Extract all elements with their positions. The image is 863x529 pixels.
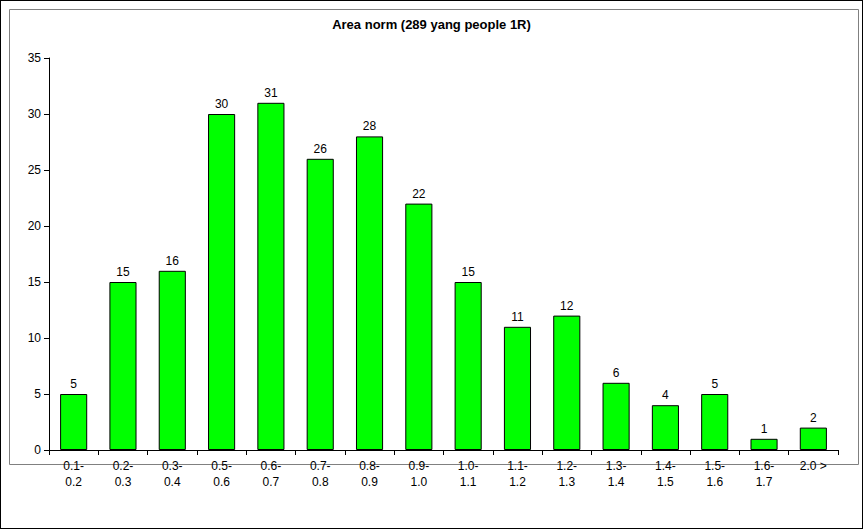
svg-text:1.3-: 1.3- xyxy=(606,459,627,473)
svg-text:6: 6 xyxy=(613,366,620,380)
svg-text:22: 22 xyxy=(412,187,426,201)
svg-text:0.4: 0.4 xyxy=(164,475,181,489)
svg-text:1.6: 1.6 xyxy=(706,475,723,489)
svg-text:0.5-: 0.5- xyxy=(211,459,232,473)
svg-text:20: 20 xyxy=(28,219,42,233)
svg-text:1: 1 xyxy=(761,422,768,436)
svg-text:1.5-: 1.5- xyxy=(704,459,725,473)
svg-text:2.0 >: 2.0 > xyxy=(800,459,827,473)
svg-text:0.7: 0.7 xyxy=(263,475,280,489)
svg-text:0.8-: 0.8- xyxy=(359,459,380,473)
svg-text:1.1-: 1.1- xyxy=(507,459,528,473)
svg-text:30: 30 xyxy=(28,107,42,121)
svg-text:12: 12 xyxy=(560,299,574,313)
svg-text:1.4-: 1.4- xyxy=(655,459,676,473)
svg-text:0.3: 0.3 xyxy=(115,475,132,489)
svg-text:0.6: 0.6 xyxy=(213,475,230,489)
svg-text:5: 5 xyxy=(711,377,718,391)
svg-text:4: 4 xyxy=(662,388,669,402)
svg-text:10: 10 xyxy=(28,331,42,345)
svg-text:15: 15 xyxy=(461,265,475,279)
svg-text:1.7: 1.7 xyxy=(756,475,773,489)
svg-text:0.1-: 0.1- xyxy=(63,459,84,473)
svg-text:0.9: 0.9 xyxy=(361,475,378,489)
svg-text:1.1: 1.1 xyxy=(460,475,477,489)
svg-text:0.2-: 0.2- xyxy=(113,459,134,473)
svg-text:0.7-: 0.7- xyxy=(310,459,331,473)
svg-text:1.5: 1.5 xyxy=(657,475,674,489)
svg-text:1.2: 1.2 xyxy=(509,475,526,489)
svg-text:1.4: 1.4 xyxy=(608,475,625,489)
svg-text:Area norm (289 yang people 1R): Area norm (289 yang people 1R) xyxy=(332,17,531,32)
svg-text:5: 5 xyxy=(34,387,41,401)
svg-text:1.2-: 1.2- xyxy=(556,459,577,473)
svg-text:30: 30 xyxy=(215,97,229,111)
svg-text:35: 35 xyxy=(28,51,42,65)
svg-text:5: 5 xyxy=(70,377,77,391)
svg-text:1.0: 1.0 xyxy=(411,475,428,489)
svg-text:0.6-: 0.6- xyxy=(261,459,282,473)
svg-text:1.3: 1.3 xyxy=(558,475,575,489)
svg-text:1.6-: 1.6- xyxy=(754,459,775,473)
svg-text:0: 0 xyxy=(34,443,41,457)
svg-text:0.2: 0.2 xyxy=(65,475,82,489)
svg-text:31: 31 xyxy=(264,86,278,100)
svg-text:0.3-: 0.3- xyxy=(162,459,183,473)
svg-text:26: 26 xyxy=(314,142,328,156)
svg-text:0.8: 0.8 xyxy=(312,475,329,489)
svg-text:1.0-: 1.0- xyxy=(458,459,479,473)
svg-text:28: 28 xyxy=(363,119,377,133)
svg-text:0.9-: 0.9- xyxy=(409,459,430,473)
svg-text:2: 2 xyxy=(810,411,817,425)
svg-text:25: 25 xyxy=(28,163,42,177)
svg-text:16: 16 xyxy=(166,254,180,268)
svg-text:11: 11 xyxy=(511,310,524,324)
svg-text:15: 15 xyxy=(116,265,130,279)
svg-text:15: 15 xyxy=(28,275,42,289)
